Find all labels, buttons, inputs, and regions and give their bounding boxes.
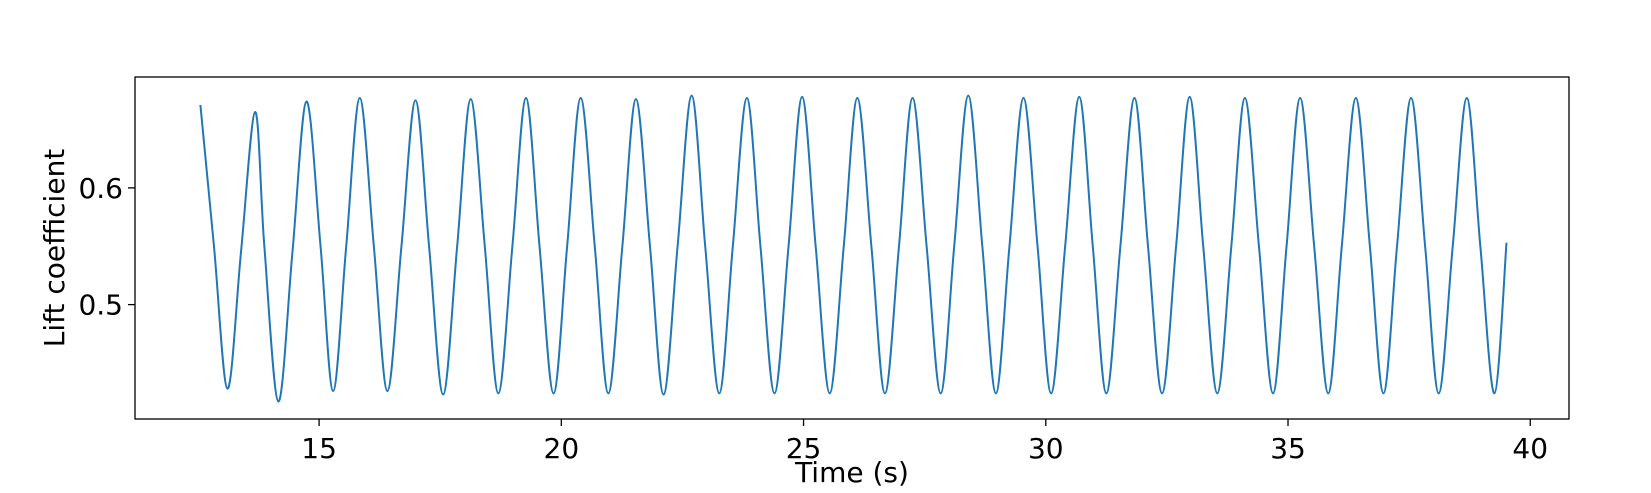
x-tick-label: 30 [1028, 432, 1064, 465]
series-line [199, 94, 1508, 403]
x-tick-label: 20 [544, 432, 580, 465]
y-tick-label: 0.6 [78, 172, 123, 205]
y-axis-label: Lift coefficient [38, 149, 71, 348]
plot-frame [134, 76, 1570, 420]
plot-area [134, 76, 1570, 420]
x-tick-label: 15 [301, 432, 337, 465]
x-tick-label: 35 [1270, 432, 1306, 465]
x-axis-label: Time (s) [794, 456, 909, 488]
y-tick-label: 0.5 [78, 289, 123, 322]
x-tick-label: 40 [1512, 432, 1548, 465]
x-axis-ticks: 15 20 25 30 35 40 [301, 419, 1548, 465]
y-axis-ticks: 0.5 0.6 [78, 172, 135, 322]
x-tick-label: 25 [786, 432, 822, 465]
